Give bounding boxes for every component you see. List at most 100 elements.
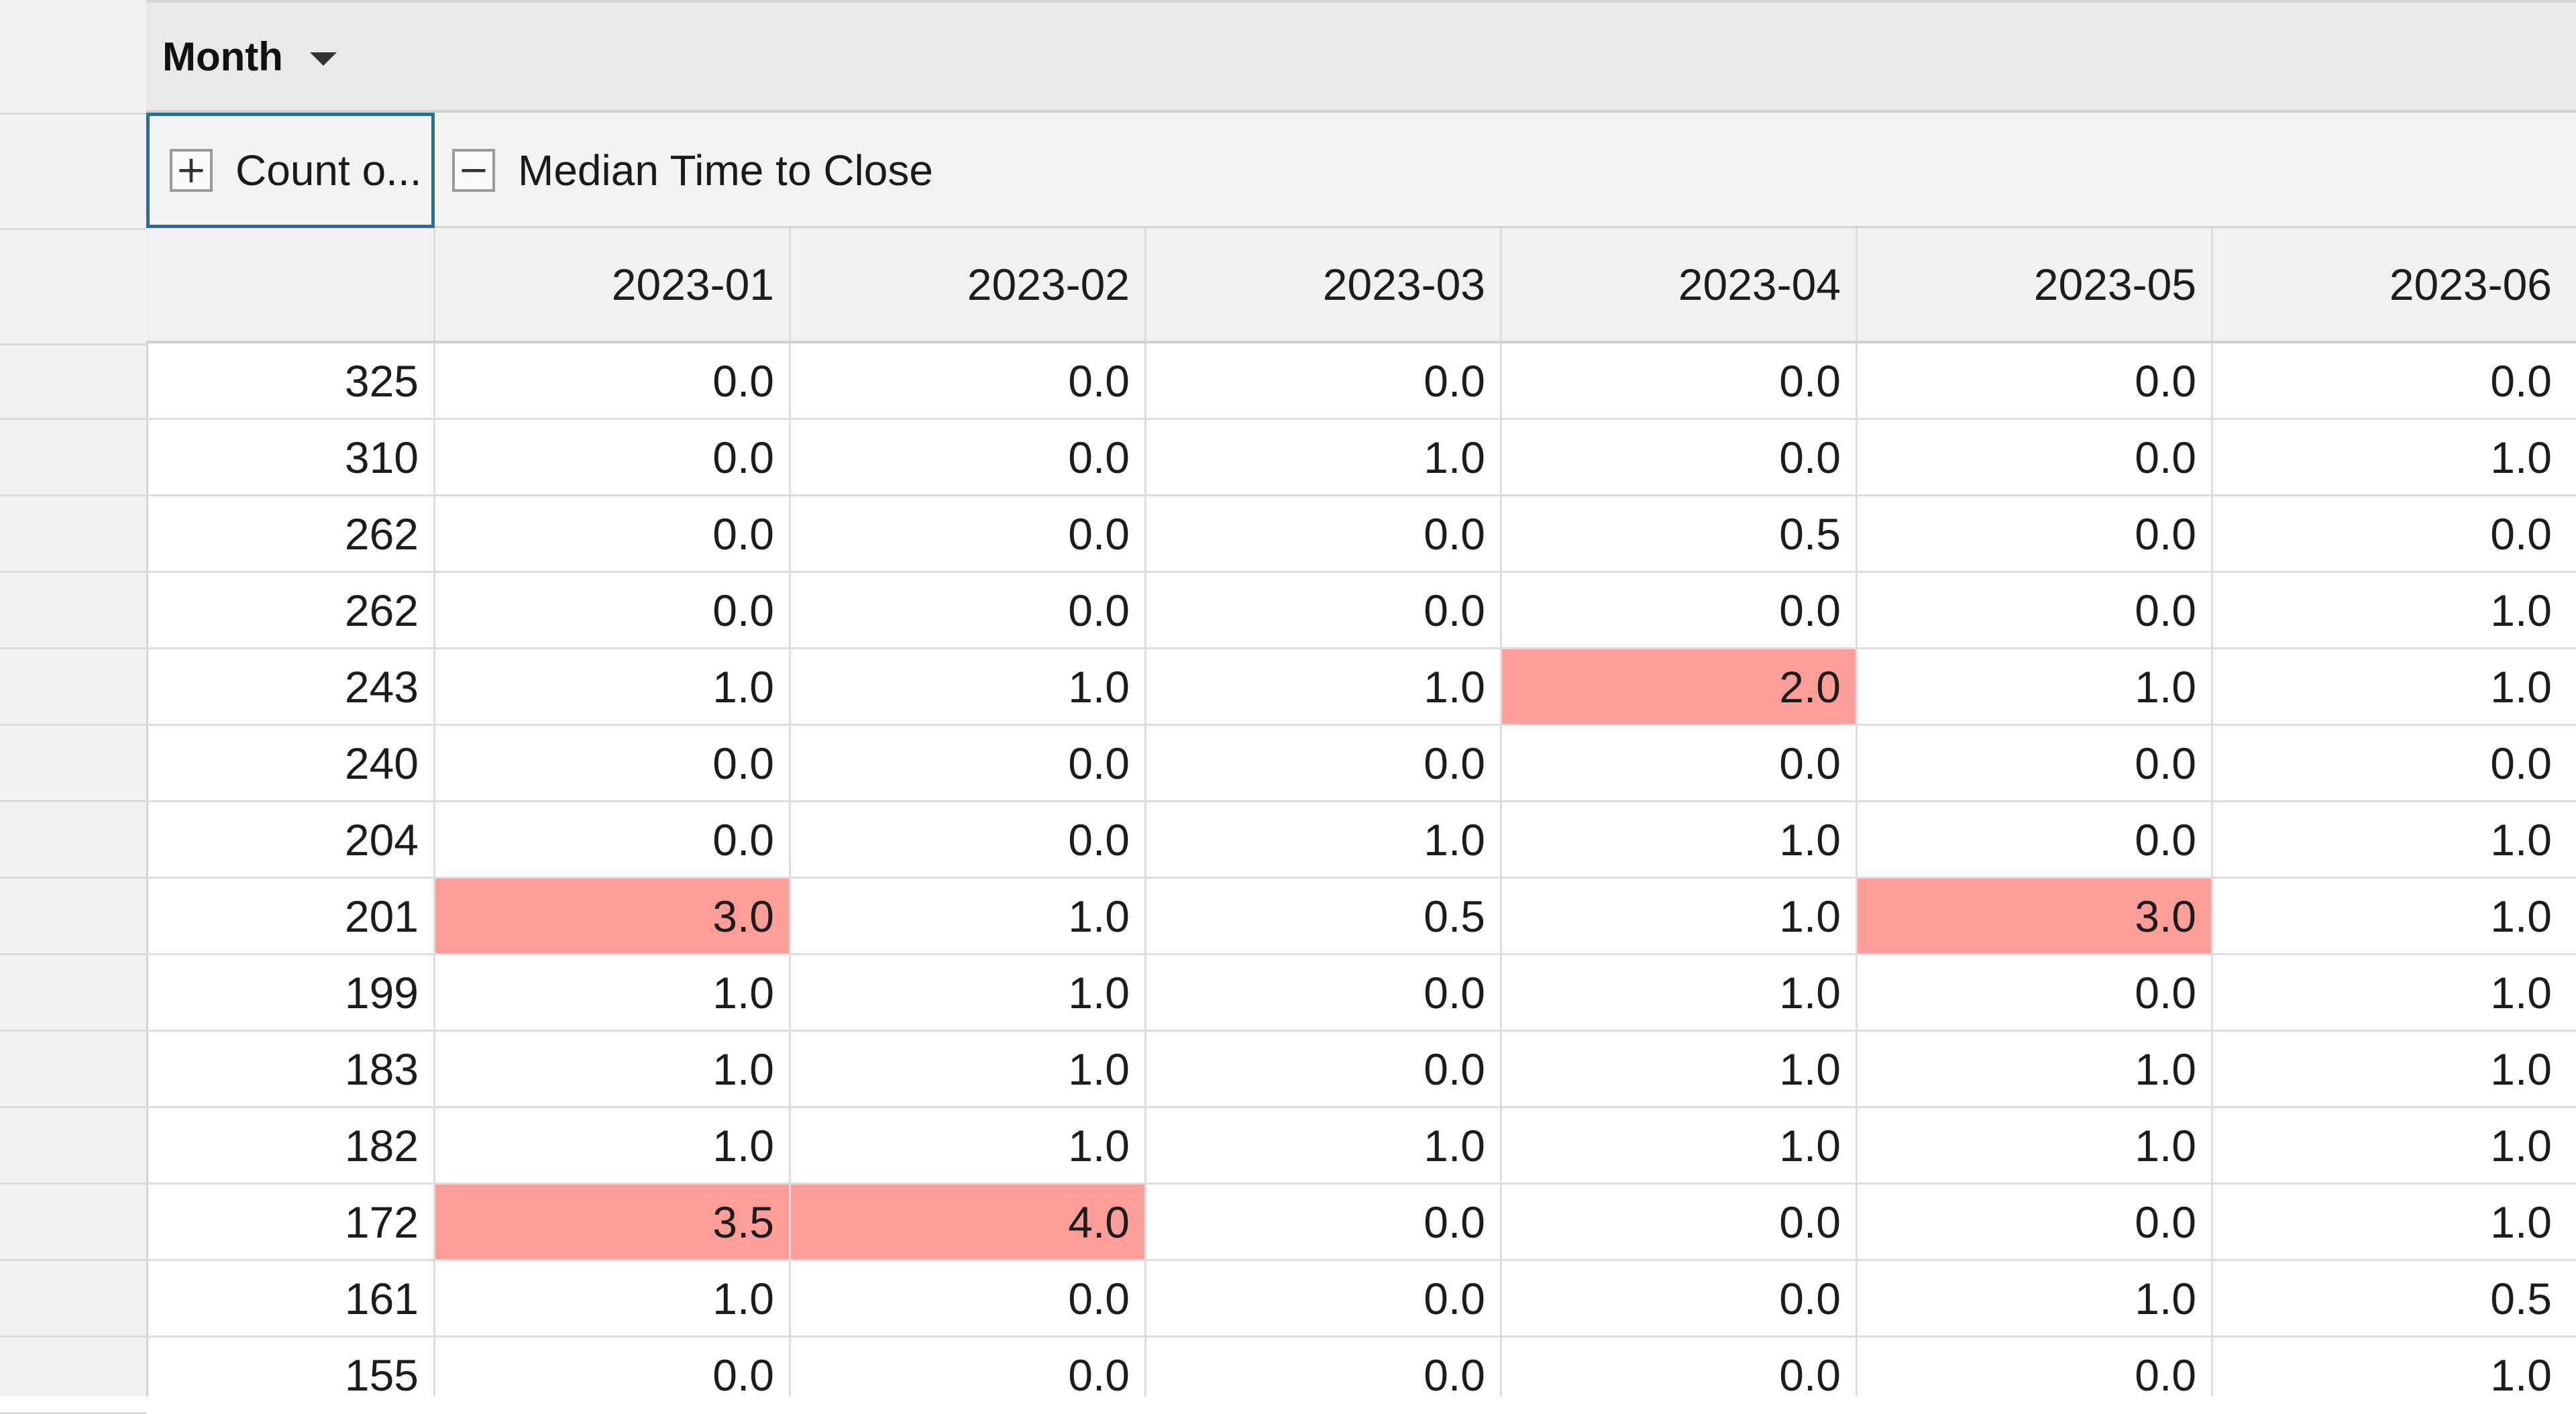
- value-cell[interactable]: 1.0: [1500, 955, 1856, 1030]
- value-cell[interactable]: 0.0: [1144, 1261, 1500, 1336]
- count-cell[interactable]: 262: [344, 508, 419, 559]
- value-cell[interactable]: 1.0: [433, 649, 789, 724]
- count-cell[interactable]: 183: [344, 1044, 419, 1094]
- value-cell[interactable]: 0.0: [1144, 1032, 1500, 1106]
- value-cell[interactable]: 0.0: [789, 1261, 1144, 1336]
- value-cell[interactable]: 0.0: [1144, 343, 1500, 418]
- value-cell[interactable]: 0.0: [1500, 420, 1856, 494]
- column-header-2023-04[interactable]: 2023-04: [1500, 228, 1856, 341]
- value-cell[interactable]: 0.0: [1144, 573, 1500, 647]
- highlighted-value-cell[interactable]: 2.0: [1500, 649, 1856, 724]
- highlighted-value-cell[interactable]: 3.0: [1856, 879, 2211, 953]
- value-cell[interactable]: 0.0: [1856, 420, 2211, 494]
- value-cell[interactable]: 0.0: [1144, 1185, 1500, 1259]
- column-header-2023-06[interactable]: 2023-06: [2211, 228, 2567, 341]
- value-cell[interactable]: 0.5: [1500, 496, 1856, 571]
- value-cell[interactable]: 0.0: [789, 420, 1144, 494]
- value-cell[interactable]: 0.0: [1856, 343, 2211, 418]
- value-cell[interactable]: 0.0: [789, 726, 1144, 800]
- collapse-icon[interactable]: −: [452, 149, 495, 192]
- value-cell[interactable]: 1.0: [433, 1261, 789, 1336]
- count-cell[interactable]: 262: [344, 585, 419, 635]
- value-cell[interactable]: 1.0: [2211, 802, 2567, 877]
- value-cell[interactable]: 0.0: [1500, 573, 1856, 647]
- caret-down-icon[interactable]: [309, 52, 337, 66]
- value-cell[interactable]: 0.0: [1144, 726, 1500, 800]
- highlighted-value-cell[interactable]: 3.0: [433, 879, 789, 953]
- value-cell[interactable]: 0.0: [789, 496, 1144, 571]
- value-cell[interactable]: 0.0: [1500, 1338, 1856, 1397]
- count-cell[interactable]: 172: [344, 1197, 419, 1247]
- value-cell[interactable]: 0.0: [433, 573, 789, 647]
- value-cell[interactable]: 0.5: [1144, 879, 1500, 953]
- value-cell[interactable]: 1.0: [433, 1032, 789, 1106]
- value-cell[interactable]: 0.0: [1856, 726, 2211, 800]
- value-cell[interactable]: 1.0: [1500, 1108, 1856, 1183]
- value-cell[interactable]: 0.0: [1856, 955, 2211, 1030]
- value-cell[interactable]: 1.0: [789, 1032, 1144, 1106]
- value-cell[interactable]: 1.0: [433, 955, 789, 1030]
- value-cell[interactable]: 1.0: [789, 879, 1144, 953]
- value-cell[interactable]: 0.0: [2211, 496, 2567, 571]
- column-header-2023-02[interactable]: 2023-02: [789, 228, 1144, 341]
- month-field-button[interactable]: Month: [162, 34, 337, 80]
- count-cell[interactable]: 204: [344, 814, 419, 865]
- value-cell[interactable]: 0.0: [2211, 343, 2567, 418]
- column-header-2023-03[interactable]: 2023-03: [1144, 228, 1500, 341]
- count-cell[interactable]: 243: [344, 661, 419, 712]
- value-cell[interactable]: 0.0: [1856, 802, 2211, 877]
- value-cell[interactable]: 0.0: [1500, 1185, 1856, 1259]
- value-cell[interactable]: 1.0: [2211, 573, 2567, 647]
- count-cell[interactable]: 155: [344, 1350, 419, 1397]
- value-cell[interactable]: 1.0: [2211, 879, 2567, 953]
- value-cell[interactable]: 1.0: [2211, 1032, 2567, 1106]
- value-cell[interactable]: 1.0: [1856, 1032, 2211, 1106]
- value-cell[interactable]: 1.0: [2211, 955, 2567, 1030]
- value-cell[interactable]: 0.0: [789, 343, 1144, 418]
- value-cell[interactable]: 0.0: [433, 420, 789, 494]
- value-cell[interactable]: 0.0: [433, 1338, 789, 1397]
- count-cell[interactable]: 240: [344, 738, 419, 788]
- column-header-2023-01[interactable]: 2023-01: [433, 228, 789, 341]
- value-cell[interactable]: 0.0: [789, 573, 1144, 647]
- value-cell[interactable]: 1.0: [2211, 420, 2567, 494]
- expand-icon[interactable]: +: [170, 149, 213, 192]
- value-cell[interactable]: 0.0: [433, 496, 789, 571]
- value-cell[interactable]: 1.0: [2211, 1185, 2567, 1259]
- value-cell[interactable]: 0.0: [433, 802, 789, 877]
- value-cell[interactable]: 0.0: [2211, 726, 2567, 800]
- column-header-2023-05[interactable]: 2023-05: [1856, 228, 2211, 341]
- value-cell[interactable]: 0.0: [1856, 1185, 2211, 1259]
- value-cell[interactable]: 0.0: [1144, 955, 1500, 1030]
- count-cell[interactable]: 199: [344, 967, 419, 1018]
- value-cell[interactable]: 0.0: [1500, 1261, 1856, 1336]
- value-cell[interactable]: 1.0: [789, 1108, 1144, 1183]
- value-cell[interactable]: 1.0: [1500, 802, 1856, 877]
- measure-median-time-to-close[interactable]: − Median Time to Close: [452, 113, 1056, 228]
- value-cell[interactable]: 1.0: [1144, 420, 1500, 494]
- value-cell[interactable]: 1.0: [433, 1108, 789, 1183]
- value-cell[interactable]: 0.0: [1856, 573, 2211, 647]
- value-cell[interactable]: 1.0: [1144, 1108, 1500, 1183]
- value-cell[interactable]: 0.0: [1856, 1338, 2211, 1397]
- count-cell[interactable]: 310: [344, 432, 419, 482]
- value-cell[interactable]: 0.0: [789, 1338, 1144, 1397]
- value-cell[interactable]: 0.5: [2211, 1261, 2567, 1336]
- value-cell[interactable]: 1.0: [1500, 1032, 1856, 1106]
- count-cell[interactable]: 325: [344, 356, 419, 406]
- value-cell[interactable]: 1.0: [789, 649, 1144, 724]
- value-cell[interactable]: 0.0: [789, 802, 1144, 877]
- value-cell[interactable]: 1.0: [789, 955, 1144, 1030]
- measure-count[interactable]: + Count o...: [146, 113, 435, 228]
- value-cell[interactable]: 1.0: [1144, 649, 1500, 724]
- value-cell[interactable]: 1.0: [2211, 649, 2567, 724]
- count-cell[interactable]: 182: [344, 1120, 419, 1171]
- value-cell[interactable]: 1.0: [2211, 1338, 2567, 1397]
- value-cell[interactable]: 0.0: [1144, 496, 1500, 571]
- value-cell[interactable]: 1.0: [2211, 1108, 2567, 1183]
- value-cell[interactable]: 0.0: [1500, 343, 1856, 418]
- highlighted-value-cell[interactable]: 3.5: [433, 1185, 789, 1259]
- value-cell[interactable]: 0.0: [433, 726, 789, 800]
- value-cell[interactable]: 1.0: [1144, 802, 1500, 877]
- value-cell[interactable]: 0.0: [433, 343, 789, 418]
